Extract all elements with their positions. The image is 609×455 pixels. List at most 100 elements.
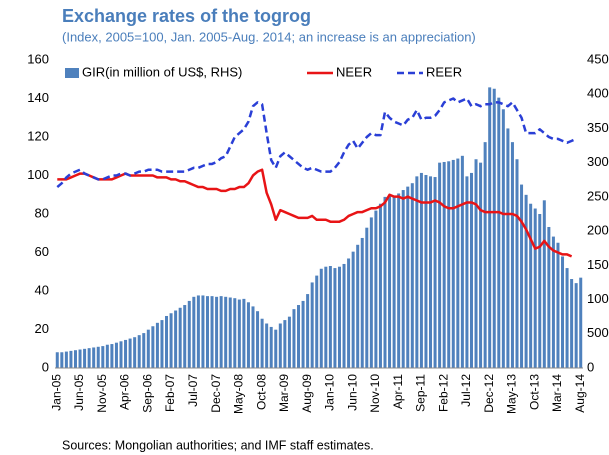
x-tick-label: Sep-06 [140,374,154,413]
bar [237,299,241,368]
bar [360,237,364,368]
y-tick-label: 100 [27,167,49,182]
bar [306,294,310,368]
x-tick-label: Feb-12 [436,374,450,412]
bar [365,227,369,368]
bar [192,296,196,368]
bar [419,172,423,368]
bar [460,155,464,368]
bar [301,300,305,368]
y2-tick-label: 3500 [587,120,609,135]
legend-label: REER [426,64,462,79]
legend-swatch [65,68,79,78]
bar [342,263,346,368]
x-tick-label: Apr-06 [118,374,132,410]
x-tick-label: Nov-05 [95,374,109,413]
y-tick-label: 20 [35,321,49,336]
bar [128,338,132,368]
bar [155,322,159,368]
x-tick-label: Jan-10 [323,374,337,411]
bar [442,161,446,368]
bar [287,316,291,368]
bar [406,186,410,368]
bar [483,142,487,368]
y2-tick-label: 1000 [587,291,609,306]
bar [110,344,114,368]
bar [570,279,574,368]
bar [533,208,537,368]
bar [137,335,141,368]
legend-label: NEER [336,64,372,79]
bar [469,172,473,368]
y-tick-label: 0 [42,359,49,374]
bar [55,352,59,368]
bar [579,277,583,368]
bar [424,174,428,368]
y2-tick-label: 1500 [587,257,609,272]
bar [456,158,460,368]
y2-tick-label: 3000 [587,154,609,169]
bar [328,266,332,368]
bar [378,203,382,368]
bar [146,329,150,368]
x-tick-label: May-13 [505,374,519,414]
y2-tick-label: 500 [587,325,609,340]
bar [105,344,109,368]
bar [388,194,392,368]
x-tick-label: Dec-12 [482,374,496,413]
bar [574,283,578,368]
bar [69,350,73,368]
bar [310,282,314,368]
chart-subtitle: (Index, 2005=100, Jan. 2005-Aug. 2014; a… [62,29,476,44]
bar [151,326,155,368]
bar [274,329,278,368]
bar [319,268,323,368]
bar [124,339,128,368]
bar [260,318,264,368]
chart-title: Exchange rates of the togrog [62,6,311,26]
bar [492,88,496,368]
x-tick-label: Jan-05 [49,374,63,411]
bar [401,190,405,368]
bar [142,333,146,368]
bar [547,227,551,368]
x-tick-label: May-08 [232,374,246,414]
bar [114,342,118,368]
x-tick-label: Oct-13 [527,374,541,410]
y-tick-label: 140 [27,90,49,105]
x-tick-label: Oct-08 [254,374,268,410]
bar [92,347,96,368]
bar [242,298,246,368]
line-2 [56,97,577,189]
x-tick-label: Jul-12 [459,374,473,407]
x-tick-label: Nov-10 [368,374,382,413]
y2-tick-label: 4500 [587,51,609,66]
bar [515,159,519,368]
bar [224,296,228,368]
bar [465,176,469,368]
bar [551,236,555,368]
bar [556,242,560,368]
bar [497,97,501,369]
bar [215,296,219,368]
bar [510,142,514,368]
bar [397,193,401,368]
x-tick-label: Jun-10 [345,374,359,411]
x-tick-label: Jul-07 [186,374,200,407]
x-tick-label: Jun-05 [72,374,86,411]
bar [474,159,478,368]
bar [101,346,105,368]
bar [269,326,273,368]
bar [78,349,82,368]
bar [219,296,223,368]
bar [265,323,269,368]
bar [356,244,360,368]
x-tick-label: Mar-14 [550,374,564,412]
bar [205,296,209,368]
x-tick-label: Feb-07 [163,374,177,412]
bar [233,298,237,368]
bar [292,309,296,368]
bar [438,162,442,368]
bar [410,183,414,368]
bar [165,315,169,368]
